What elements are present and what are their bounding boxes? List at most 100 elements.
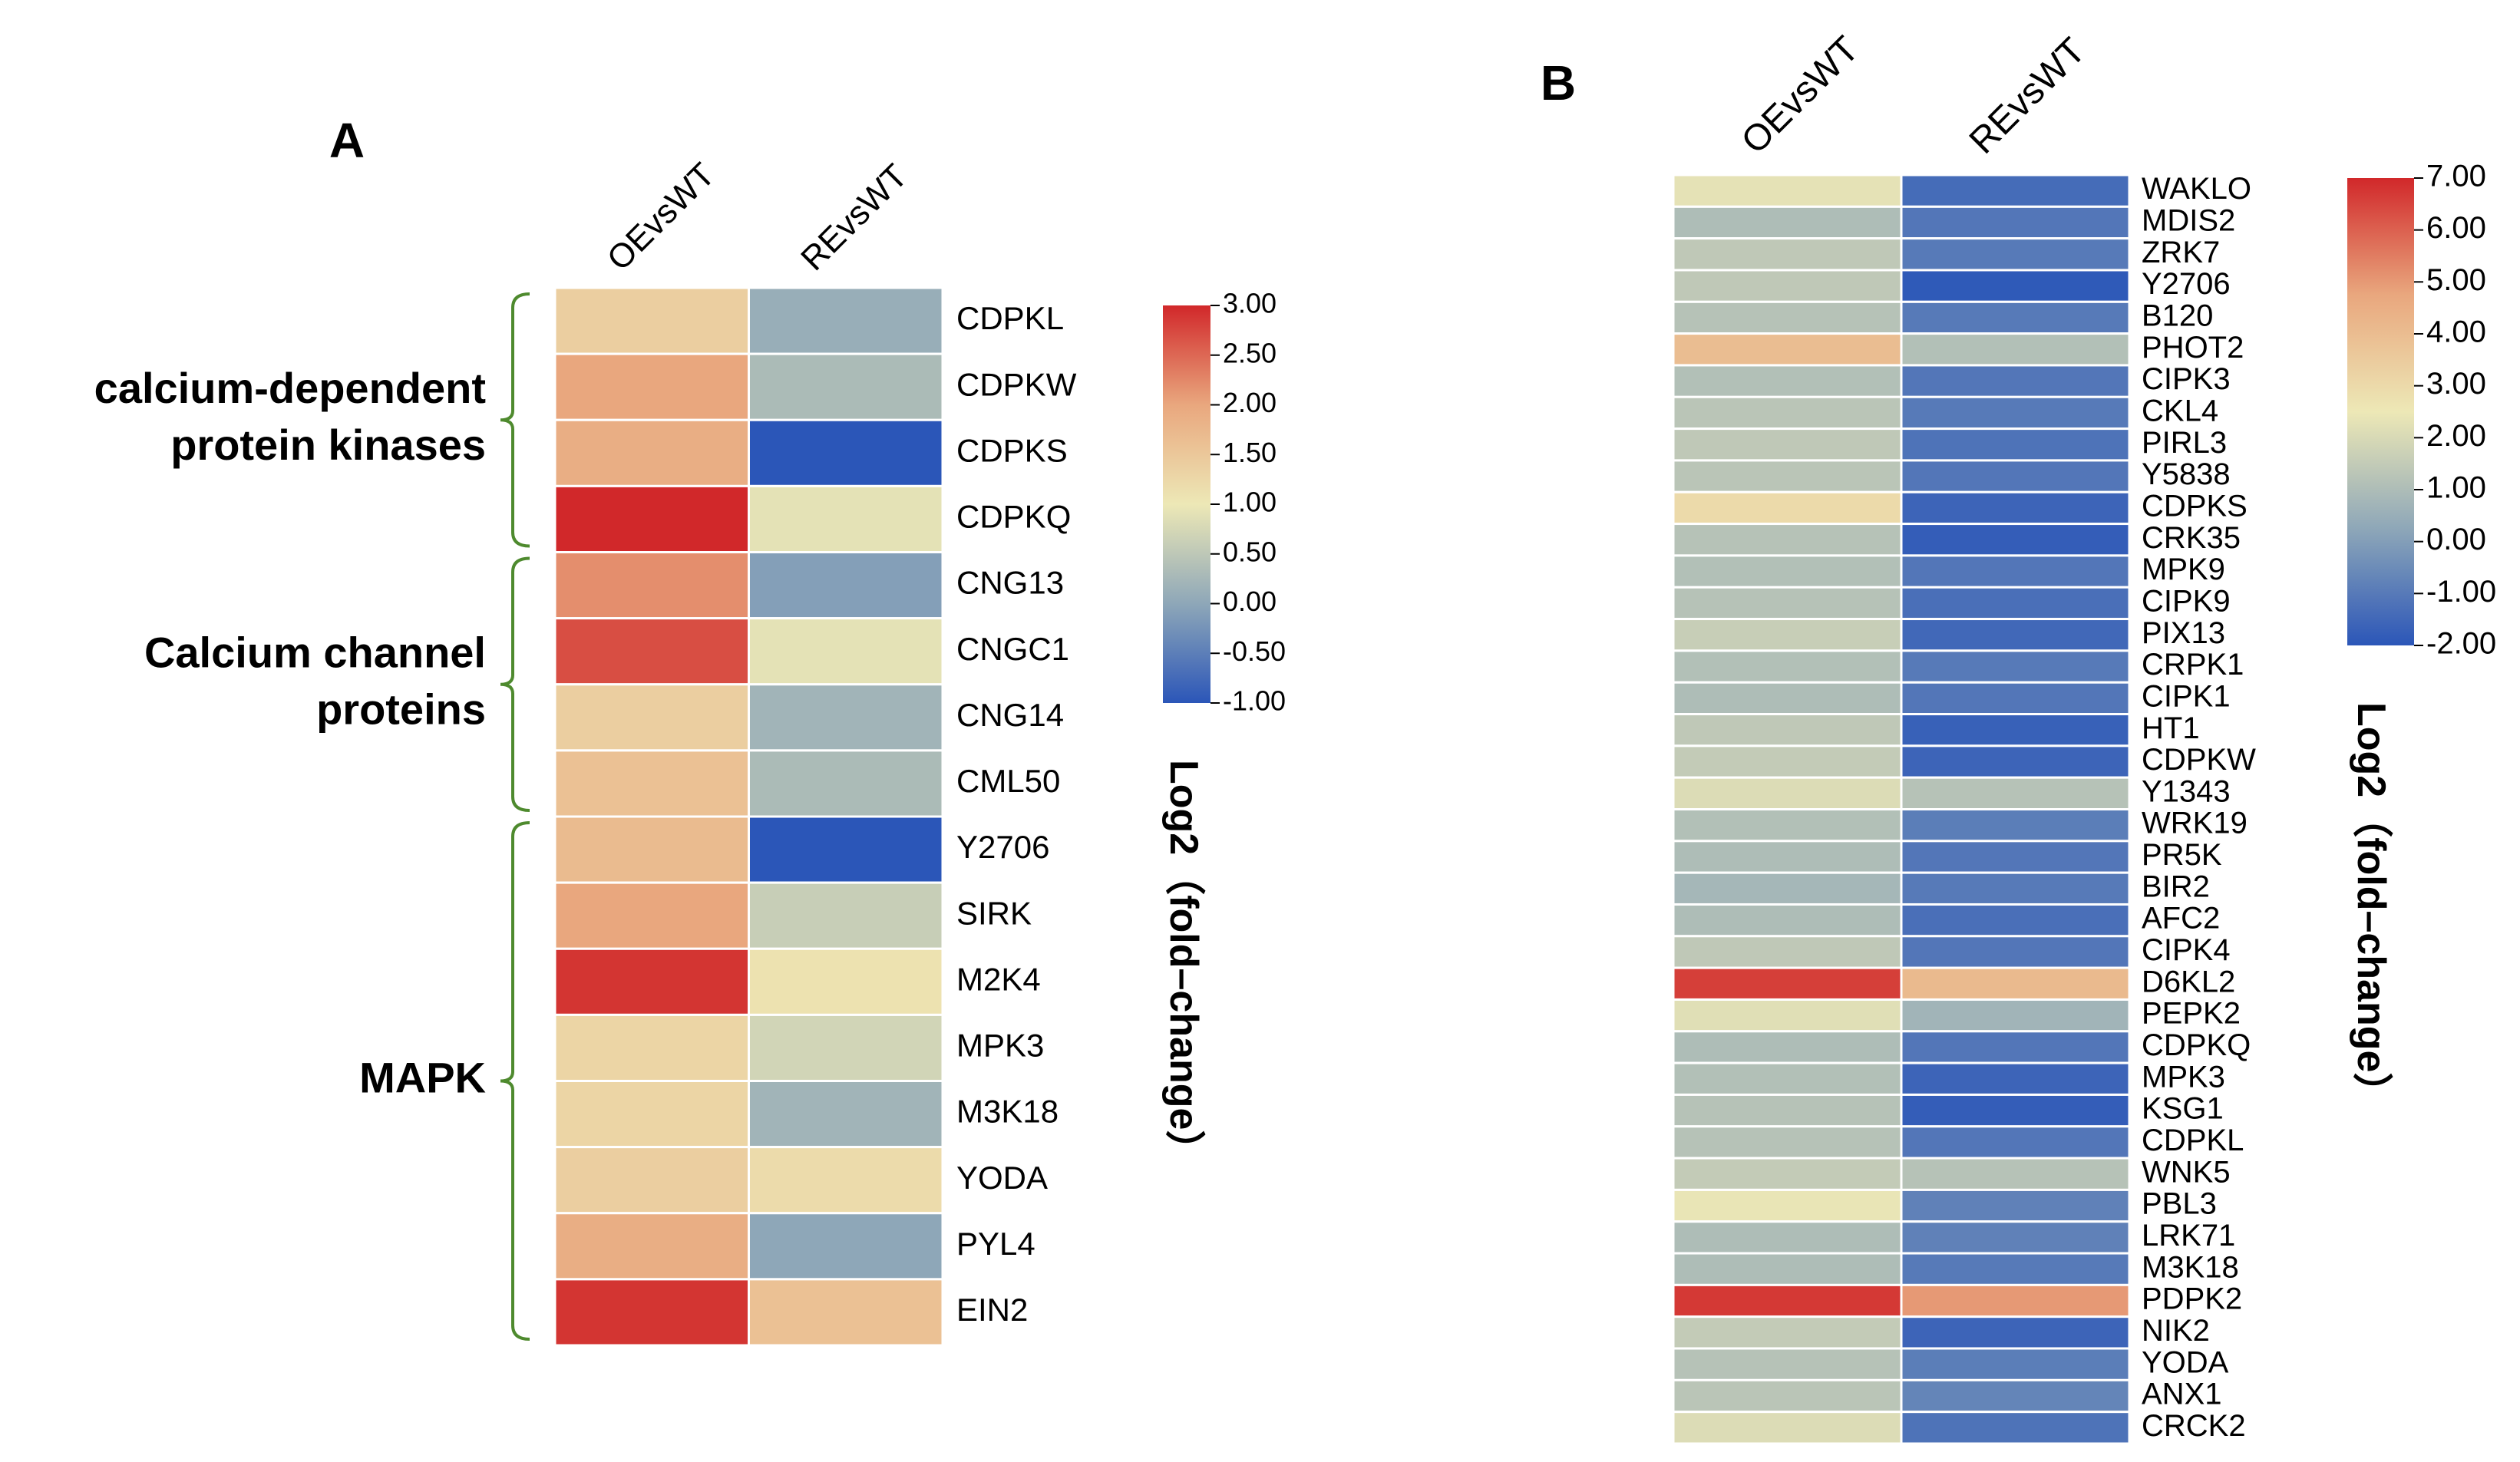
heatmap-cell xyxy=(1900,1220,2131,1255)
panel-a: A CDPKL CDPKW CDPKS CDPKQ CNG13 CNGC1 CNG14 CML… xyxy=(94,113,1286,1347)
heatmap-cell xyxy=(748,881,944,950)
row-label: CDPKW xyxy=(2142,743,2256,777)
heatmap-cell xyxy=(1672,1188,1903,1223)
heatmap-cell xyxy=(748,1013,944,1082)
heatmap-cell xyxy=(1900,523,2131,557)
heatmap-cell xyxy=(1900,776,2131,810)
heatmap-cell xyxy=(1900,1061,2131,1096)
heatmap-cell xyxy=(1672,776,1903,810)
row-label: YODA xyxy=(956,1160,1048,1196)
row-label: PBL3 xyxy=(2142,1187,2217,1221)
heatmap-cell xyxy=(1900,300,2131,335)
row-label: MPK3 xyxy=(2142,1060,2225,1094)
row-label: ANX1 xyxy=(2142,1378,2222,1411)
legend-tick-label: 0.00 xyxy=(2426,523,2486,556)
heatmap-cell xyxy=(1672,1347,1903,1381)
row-label: M3K18 xyxy=(956,1094,1059,1130)
row-label: CIPK9 xyxy=(2142,584,2231,618)
heatmap-cell xyxy=(553,286,750,355)
row-label: CNGC1 xyxy=(956,631,1069,667)
group-bracket xyxy=(500,556,530,812)
heatmap-cell xyxy=(1900,395,2131,431)
row-label: SIRK xyxy=(956,895,1032,931)
heatmap-cell xyxy=(1672,1283,1903,1318)
row-label: ZRK7 xyxy=(2142,236,2220,269)
heatmap-cell xyxy=(553,1146,750,1215)
row-label: HT1 xyxy=(2142,711,2200,745)
panel-b: B WAKLOMDIS2ZRK7Y2706B120PHOT2CIPK3CKL4P… xyxy=(1541,29,2496,1445)
panel-a-letter: A xyxy=(329,113,365,168)
legend-tick-label: 3.00 xyxy=(1223,288,1277,319)
row-label: Y1343 xyxy=(2142,774,2231,808)
row-label: D6KL2 xyxy=(2142,965,2235,998)
heatmap-cell xyxy=(1900,1125,2131,1160)
row-label: BIR2 xyxy=(2142,870,2210,903)
heatmap-cell xyxy=(1672,1061,1903,1096)
heatmap-cell xyxy=(1900,1252,2131,1286)
heatmap-cell xyxy=(553,1080,750,1149)
heatmap-cell xyxy=(553,815,750,884)
heatmap-cell xyxy=(1900,1188,2131,1223)
heatmap-cell xyxy=(1900,332,2131,367)
row-label: CNG14 xyxy=(956,697,1064,733)
legend-title: Log2（fold–change） xyxy=(1161,760,1206,1170)
row-label: WNK5 xyxy=(2142,1155,2231,1189)
heatmap-cell xyxy=(553,749,750,818)
heatmap-cell xyxy=(1672,649,1903,684)
heatmap-cell xyxy=(1672,681,1903,716)
heatmap-cell xyxy=(1672,427,1903,462)
row-label: NIK2 xyxy=(2142,1314,2210,1348)
row-label: PIX13 xyxy=(2142,616,2225,650)
heatmap-cell xyxy=(748,1212,944,1281)
heatmap-cell xyxy=(553,683,750,752)
heatmap-cell xyxy=(1900,871,2131,906)
heatmap-cell xyxy=(1900,459,2131,493)
heatmap-cell xyxy=(1900,173,2131,208)
row-label: Y2706 xyxy=(956,829,1049,865)
heatmap-cell xyxy=(1900,649,2131,684)
legend-tick-label: 0.00 xyxy=(1223,586,1277,617)
row-label: M3K18 xyxy=(2142,1250,2239,1284)
heatmap-cell xyxy=(1900,808,2131,843)
row-label: M2K4 xyxy=(956,961,1041,997)
heatmap-cell xyxy=(748,286,944,355)
row-label: MPK9 xyxy=(2142,553,2225,586)
legend-tick-label: -1.00 xyxy=(1223,685,1286,717)
heatmap-cell xyxy=(748,683,944,752)
group-label: Calcium channel proteins xyxy=(144,629,486,734)
legend-tick-label: -2.00 xyxy=(2426,627,2496,661)
legend-tick-label: 2.00 xyxy=(1223,387,1277,418)
row-label: CDPKW xyxy=(956,366,1077,402)
column-label: REvsWT xyxy=(1962,30,2093,161)
row-label: CKL4 xyxy=(2142,394,2218,428)
legend-tick-label: 2.50 xyxy=(1223,337,1277,368)
heatmap-cell xyxy=(748,1146,944,1215)
row-label: KSG1 xyxy=(2142,1092,2224,1126)
heatmap-cell xyxy=(1900,966,2131,1001)
row-label: CRK35 xyxy=(2142,521,2241,555)
heatmap-cell xyxy=(1672,744,1903,779)
heatmap-cell xyxy=(1672,840,1903,874)
heatmap-cell xyxy=(1900,554,2131,589)
heatmap-cell xyxy=(748,352,944,421)
group-bracket xyxy=(500,292,530,548)
heatmap-cell xyxy=(1672,1125,1903,1160)
heatmap-cell xyxy=(553,418,750,487)
heatmap-cell xyxy=(748,551,944,620)
row-label: Y5838 xyxy=(2142,457,2231,491)
row-label: PHOT2 xyxy=(2142,331,2244,365)
heatmap-cell xyxy=(1672,871,1903,906)
row-label: B120 xyxy=(2142,299,2213,333)
heatmap-cell xyxy=(1900,998,2131,1033)
row-label: CIPK3 xyxy=(2142,362,2231,396)
legend-tick-label: -0.50 xyxy=(1223,635,1286,667)
heatmap-cell xyxy=(1672,1252,1903,1286)
row-label: CML50 xyxy=(956,763,1060,799)
row-label: WRK19 xyxy=(2142,807,2248,840)
heatmap-cell xyxy=(1900,1378,2131,1414)
row-label: CRPK1 xyxy=(2142,648,2244,681)
heatmap-cell xyxy=(553,484,750,553)
legend-tick-label: 1.00 xyxy=(1223,487,1277,518)
panel-b-letter: B xyxy=(1541,55,1576,111)
row-label: CDPKS xyxy=(2142,489,2248,523)
